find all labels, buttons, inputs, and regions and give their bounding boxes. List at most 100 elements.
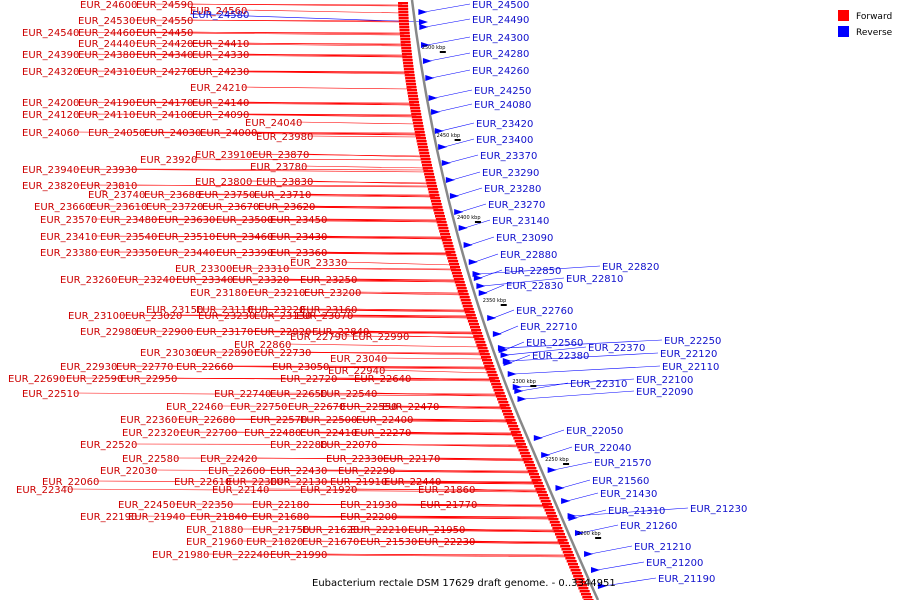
kbp-label: 2350 kbp bbox=[483, 298, 507, 304]
forward-gene-label: EUR_24560 bbox=[190, 6, 247, 17]
forward-gene-label: EUR_24090 bbox=[192, 110, 249, 121]
forward-gene-label: EUR_23920 bbox=[140, 155, 197, 166]
reverse-gene-label: EUR_21260 bbox=[620, 521, 677, 532]
reverse-leader-line bbox=[513, 365, 661, 375]
forward-feature bbox=[439, 230, 450, 233]
forward-gene-label: EUR_24110 bbox=[78, 110, 135, 121]
forward-gene-label: EUR_23810 bbox=[80, 181, 137, 192]
reverse-gene-label: EUR_22380 bbox=[532, 351, 589, 362]
forward-feature bbox=[534, 485, 545, 488]
feature-track bbox=[398, 2, 607, 600]
forward-gene-label: EUR_24600 bbox=[80, 0, 137, 11]
forward-feature bbox=[575, 581, 586, 584]
forward-feature bbox=[567, 563, 578, 566]
forward-gene-label: EUR_21960 bbox=[186, 537, 243, 548]
forward-gene-label: EUR_22750 bbox=[230, 402, 287, 413]
forward-gene-label: EUR_21920 bbox=[300, 485, 357, 496]
forward-feature bbox=[402, 59, 413, 62]
reverse-leader-line bbox=[520, 382, 569, 392]
forward-leader-line bbox=[241, 86, 412, 90]
forward-gene-label: EUR_22180 bbox=[252, 500, 309, 511]
forward-gene-label: EUR_23130 bbox=[254, 311, 311, 322]
forward-gene-label: EUR_23070 bbox=[296, 311, 353, 322]
forward-gene-label: EUR_23460 bbox=[216, 232, 273, 243]
forward-gene-label: EUR_23570 bbox=[40, 215, 97, 226]
forward-feature bbox=[512, 434, 523, 437]
forward-gene-label: EUR_22480 bbox=[244, 428, 301, 439]
forward-feature bbox=[458, 293, 469, 296]
forward-feature bbox=[582, 596, 593, 599]
reverse-feature bbox=[468, 259, 478, 265]
reverse-leader-line bbox=[493, 309, 515, 319]
forward-gene-label: EUR_22290 bbox=[338, 466, 395, 477]
forward-gene-label: EUR_24440 bbox=[78, 39, 135, 50]
forward-leader-line bbox=[321, 218, 442, 221]
forward-feature bbox=[398, 11, 409, 14]
forward-feature bbox=[462, 305, 473, 308]
forward-feature bbox=[450, 269, 461, 272]
kbp-label: 2250 kbp bbox=[545, 457, 569, 463]
forward-gene-label: EUR_23750 bbox=[198, 190, 255, 201]
forward-leader-line bbox=[129, 42, 406, 47]
forward-gene-label: EUR_24380 bbox=[78, 50, 135, 61]
forward-feature bbox=[557, 539, 568, 542]
forward-feature bbox=[472, 332, 483, 335]
forward-feature bbox=[531, 479, 542, 482]
forward-gene-label: EUR_22460 bbox=[166, 402, 223, 413]
forward-gene-label: EUR_22410 bbox=[300, 428, 357, 439]
forward-gene-label: EUR_23910 bbox=[195, 150, 252, 161]
reverse-gene-label: EUR_24300 bbox=[472, 33, 529, 44]
forward-feature bbox=[430, 200, 441, 203]
forward-gene-label: EUR_24170 bbox=[136, 98, 193, 109]
reverse-feature bbox=[584, 551, 594, 557]
forward-feature bbox=[398, 17, 409, 20]
forward-feature bbox=[570, 569, 581, 572]
forward-leader-line bbox=[341, 261, 455, 266]
forward-gene-label: EUR_21940 bbox=[128, 512, 185, 523]
reverse-leader-line bbox=[478, 265, 601, 275]
forward-gene-label: EUR_22340 bbox=[16, 485, 73, 496]
legend-reverse-swatch bbox=[838, 26, 849, 37]
forward-gene-label: EUR_24100 bbox=[136, 110, 193, 121]
forward-gene-label: EUR_23680 bbox=[144, 190, 201, 201]
forward-gene-label: EUR_24390 bbox=[22, 50, 79, 61]
forward-leader-line bbox=[73, 53, 407, 58]
forward-leader-line bbox=[299, 291, 465, 296]
forward-gene-label: EUR_22230 bbox=[418, 537, 475, 548]
reverse-feature bbox=[428, 95, 438, 101]
forward-leader-line bbox=[307, 180, 432, 185]
forward-feature bbox=[474, 338, 485, 341]
forward-feature bbox=[451, 272, 462, 275]
forward-gene-label: EUR_22360 bbox=[120, 415, 177, 426]
forward-leader-line bbox=[93, 480, 540, 485]
reverse-leader-line bbox=[425, 18, 471, 28]
forward-feature bbox=[419, 155, 430, 158]
forward-feature bbox=[468, 323, 479, 326]
forward-leader-line bbox=[151, 235, 447, 240]
reverse-feature bbox=[473, 275, 483, 281]
forward-gene-label: EUR_22690 bbox=[8, 374, 65, 385]
forward-feature bbox=[417, 143, 428, 146]
forward-feature bbox=[422, 167, 433, 170]
forward-gene-label: EUR_22450 bbox=[118, 500, 175, 511]
forward-feature bbox=[465, 314, 476, 317]
forward-feature bbox=[525, 464, 536, 467]
forward-feature bbox=[560, 545, 571, 548]
reverse-feature bbox=[517, 396, 527, 402]
reverse-feature bbox=[555, 485, 565, 491]
forward-gene-label: EUR_22660 bbox=[176, 362, 233, 373]
reverse-feature bbox=[449, 193, 459, 199]
forward-gene-label: EUR_22730 bbox=[254, 348, 311, 359]
forward-leader-line bbox=[353, 540, 566, 545]
forward-leader-line bbox=[73, 101, 415, 106]
forward-feature bbox=[467, 320, 478, 323]
forward-leader-line bbox=[321, 480, 540, 485]
forward-gene-label: EUR_23800 bbox=[195, 177, 252, 188]
forward-feature bbox=[492, 386, 503, 389]
forward-feature bbox=[487, 374, 498, 377]
forward-gene-label: EUR_24330 bbox=[192, 50, 249, 61]
forward-gene-label: EUR_22420 bbox=[200, 454, 257, 465]
reverse-feature bbox=[561, 498, 571, 504]
forward-leader-line bbox=[73, 392, 502, 397]
forward-gene-label: EUR_22030 bbox=[100, 466, 157, 477]
